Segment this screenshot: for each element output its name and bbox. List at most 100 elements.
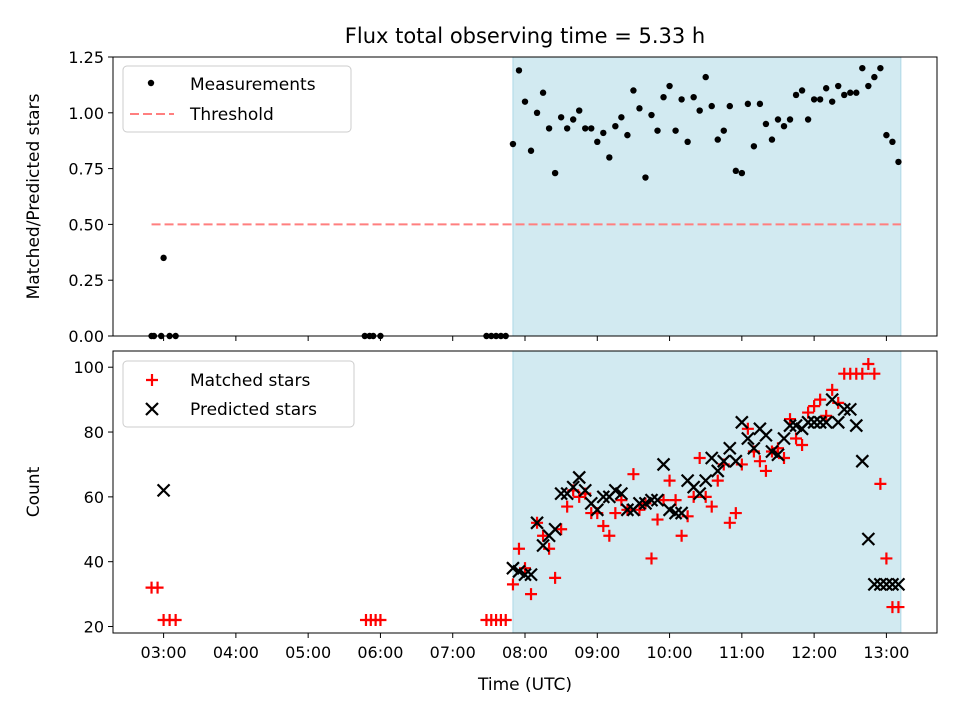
y-tick-label: 20 — [84, 618, 104, 637]
x-tick-label: 10:00 — [647, 643, 693, 662]
measurement-point — [738, 169, 746, 177]
matched-star-point — [627, 468, 640, 481]
measurement-point — [889, 138, 896, 146]
predicted-star-point — [668, 506, 683, 520]
measurement-point — [883, 131, 890, 139]
matched-star-point — [880, 552, 893, 565]
axes-frame — [112, 56, 938, 337]
predicted-star-point — [723, 441, 737, 456]
measurement-point — [606, 154, 613, 161]
measurement-point — [551, 169, 559, 177]
predicted-star-point — [771, 447, 785, 462]
measurement-point — [361, 332, 368, 340]
predicted-star-point — [578, 483, 593, 498]
predicted-star-point — [807, 415, 821, 430]
measurement-point — [636, 105, 643, 112]
measurement-point — [877, 64, 884, 72]
predicted-star-point — [632, 496, 647, 511]
x-axis-label: Time (UTC) — [477, 675, 572, 695]
predicted-star-point — [656, 457, 671, 472]
measurement-point — [828, 98, 836, 105]
legend-marker-predicted — [145, 402, 159, 416]
predicted-star-point — [554, 486, 568, 501]
measurement-point — [488, 332, 495, 340]
chart-title: Flux total observing time = 5.33 h — [345, 24, 705, 48]
measurement-point — [557, 114, 565, 121]
measurement-point — [600, 129, 607, 137]
measurement-point — [744, 100, 752, 108]
measurement-point — [690, 93, 697, 101]
measurement-point — [527, 147, 535, 154]
measurement-point — [792, 91, 800, 99]
measurement-point — [563, 125, 571, 132]
x-tick-label: 04:00 — [213, 643, 259, 662]
predicted-star-point — [855, 454, 870, 468]
legend-label-matched: Matched stars — [190, 371, 310, 391]
top-plot: 0.00 0.25 0.50 0.75 1.00 1.25 Matched/Predicte… — [24, 48, 938, 346]
measurement-point — [720, 127, 727, 134]
matched-star-point — [892, 601, 905, 614]
matched-star-point — [874, 477, 887, 490]
matched-star-point — [651, 513, 664, 526]
measurement-point — [660, 93, 667, 101]
matched-star-point — [784, 413, 797, 426]
predicted-star-point — [849, 418, 864, 433]
predicted-star-point — [692, 486, 707, 501]
predicted-star-point — [747, 441, 761, 456]
predicted-star-point — [156, 483, 171, 498]
x-tick-label: 11:00 — [719, 643, 765, 662]
predicted-star-point — [843, 402, 858, 417]
x-tick-label: 07:00 — [430, 643, 476, 662]
matched-star-point — [856, 367, 869, 380]
x-tick-label: 12:00 — [791, 643, 837, 662]
measurement-point — [666, 82, 673, 90]
measurement-point — [172, 332, 179, 340]
predicted-star-point — [885, 577, 900, 592]
matched-star-point — [506, 578, 519, 591]
axes-frame — [112, 350, 938, 634]
matched-star-point — [759, 464, 772, 477]
predicted-star-point — [620, 503, 635, 517]
measurement-point — [594, 138, 601, 146]
measurement-point — [648, 111, 655, 119]
predicted-star-point — [759, 428, 773, 443]
measurement-point — [762, 120, 770, 128]
measurement-point — [492, 332, 500, 340]
measurement-point — [612, 122, 619, 130]
measurement-point — [539, 89, 547, 96]
measurement-point — [588, 125, 595, 132]
predicted-star-point — [536, 538, 550, 553]
measurement-point — [822, 85, 830, 92]
matched-star-point — [826, 383, 839, 396]
measurement-point — [533, 109, 541, 117]
measurement-point — [160, 254, 167, 262]
predicted-star-point — [710, 464, 725, 478]
y-tick-label: 0.25 — [68, 271, 104, 290]
y-tick-label: 1.25 — [68, 48, 104, 67]
y-tick-label: 100 — [73, 358, 104, 377]
matched-star-point — [603, 529, 616, 542]
measurement-point — [678, 96, 685, 103]
predicted-star-point — [837, 402, 852, 417]
y-tick-label: 0.50 — [68, 215, 104, 234]
predicted-star-point — [674, 506, 689, 520]
matched-star-point — [633, 503, 646, 516]
legend-box — [122, 65, 352, 133]
matched-star-point — [796, 439, 809, 451]
measurement-point — [859, 64, 866, 72]
measurement-point — [624, 131, 631, 139]
legend-marker-matched — [146, 374, 158, 386]
predicted-star-point — [777, 431, 791, 446]
matched-star-point — [705, 500, 718, 513]
shaded-observing-region — [512, 350, 902, 634]
matched-star-point — [814, 393, 827, 406]
matched-star-point — [808, 400, 821, 413]
predicted-star-point — [867, 577, 882, 592]
measurement-point — [370, 332, 377, 340]
matched-star-point — [645, 552, 658, 565]
predicted-star-point — [729, 454, 743, 468]
legend-label-threshold: Threshold — [189, 105, 274, 125]
predicted-star-point — [819, 415, 833, 430]
predicted-star-point — [524, 567, 538, 582]
x-tick-label: 09:00 — [574, 643, 620, 662]
